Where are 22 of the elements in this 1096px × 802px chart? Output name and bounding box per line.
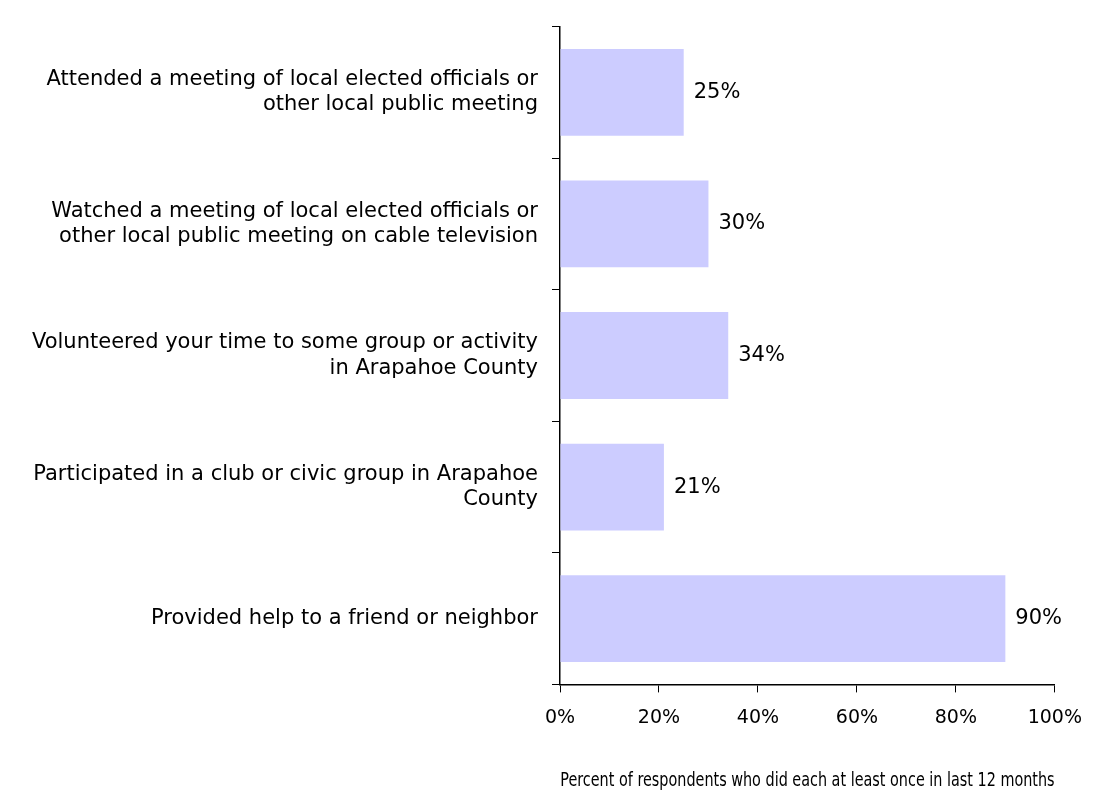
y-tick-label: Attended a meeting of local elected officials or other local public meeting xyxy=(46,66,539,116)
y-tick-label: Volunteered your time to some group or activity in Arapahoe County xyxy=(31,329,538,379)
bar xyxy=(560,48,684,136)
x-tick-label: 60% xyxy=(835,704,879,727)
x-tick-label: 100% xyxy=(1027,704,1082,727)
x-tick-label: 0% xyxy=(544,704,576,727)
x-tick-label: 20% xyxy=(637,704,681,727)
bar xyxy=(560,575,1006,663)
data-label: 90% xyxy=(1015,605,1063,630)
data-label: 30% xyxy=(718,210,766,235)
y-tick-label: Provided help to a friend or neighbor xyxy=(151,605,539,630)
x-tick-label: 40% xyxy=(736,704,780,727)
bar xyxy=(560,180,709,268)
bar xyxy=(560,312,729,399)
data-label: 21% xyxy=(673,473,721,498)
x-axis-title: Percent of respondents who did each at least once in last 12 months xyxy=(560,767,1055,791)
y-tick-label: Watched a meeting of local elected officials or other local public meeting on cable television xyxy=(51,197,539,247)
x-tick-label: 80% xyxy=(934,704,977,727)
data-label: 25% xyxy=(693,78,741,103)
data-label: 34% xyxy=(738,341,785,366)
y-tick-label: Participated in a club or civic group in Arapahoe County xyxy=(33,460,538,511)
bar xyxy=(560,443,664,531)
